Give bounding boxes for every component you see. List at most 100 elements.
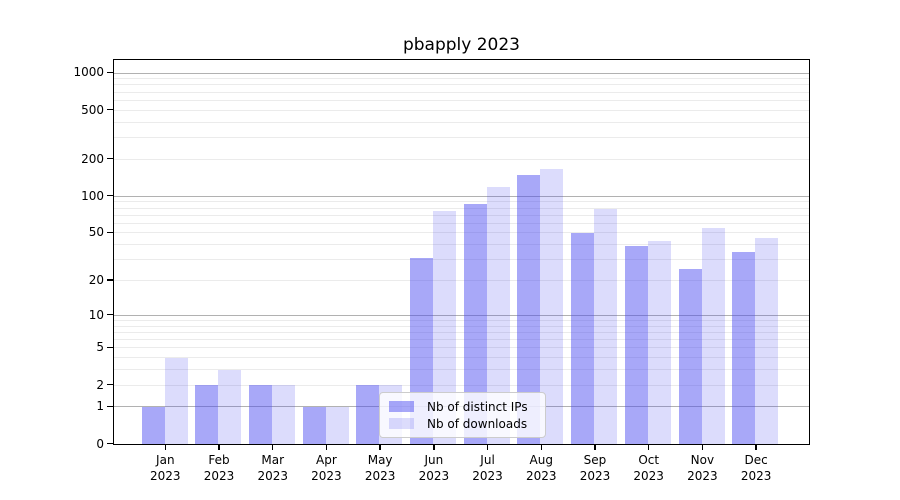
minor-gridline	[114, 214, 809, 216]
y-tick-mark	[107, 313, 113, 316]
legend-label-distinct-ips: Nb of distinct IPs	[427, 399, 528, 414]
minor-gridline	[114, 347, 809, 349]
y-tick-label: 20	[88, 273, 104, 287]
minor-gridline	[114, 259, 809, 261]
downloads-bar	[755, 238, 779, 444]
minor-gridline	[114, 325, 809, 327]
x-tick-label: May 2023	[364, 453, 396, 483]
legend-row: Nb of downloads	[389, 416, 536, 431]
legend-swatch-distinct-ips	[389, 401, 414, 412]
downloads-bar	[164, 357, 188, 444]
x-tick-mark	[325, 445, 328, 450]
x-tick-mark	[540, 445, 543, 450]
x-tick-mark	[271, 445, 274, 450]
minor-gridline	[114, 319, 809, 321]
downloads-bar	[701, 227, 725, 444]
x-tick-label: Jan 2023	[150, 453, 181, 483]
minor-gridline	[114, 384, 809, 386]
ip-bar	[302, 406, 326, 444]
x-tick-mark	[433, 445, 435, 450]
y-tick-mark	[107, 279, 113, 281]
x-tick-label: Feb 2023	[203, 453, 235, 483]
ip-bar	[732, 251, 756, 444]
minor-gridline	[114, 369, 809, 371]
x-tick-mark	[594, 445, 596, 450]
x-tick-mark	[701, 445, 704, 450]
minor-gridline	[114, 109, 809, 111]
downloads-bar	[594, 209, 618, 444]
y-tick-mark	[107, 71, 113, 74]
x-tick-mark	[379, 445, 381, 450]
y-tick-label: 1	[96, 399, 104, 414]
legend: Nb of distinct IPs Nb of downloads	[379, 392, 546, 438]
minor-gridline	[114, 222, 809, 224]
minor-gridline	[114, 99, 809, 101]
y-tick-mark	[107, 157, 113, 160]
minor-gridline	[114, 121, 809, 123]
major-gridline	[114, 72, 809, 74]
plot-area	[113, 59, 810, 445]
x-tick-label: Sep 2023	[579, 453, 611, 483]
x-tick-mark	[486, 445, 489, 450]
legend-label-downloads: Nb of downloads	[427, 416, 528, 431]
major-gridline	[114, 195, 809, 197]
downloads-bar	[433, 211, 457, 444]
x-tick-label: Dec 2023	[740, 453, 772, 483]
minor-gridline	[114, 207, 809, 209]
minor-gridline	[114, 201, 809, 203]
ip-bar	[678, 269, 702, 444]
ip-bar	[248, 385, 272, 444]
y-tick-mark	[107, 108, 113, 111]
downloads-bar	[647, 240, 671, 444]
legend-row: Nb of distinct IPs	[389, 399, 536, 414]
ip-bar	[463, 203, 487, 444]
x-tick-label: Aug 2023	[525, 453, 557, 483]
ip-bar	[195, 385, 219, 444]
y-tick-mark	[107, 231, 113, 234]
y-tick-label: 0	[96, 436, 104, 451]
minor-gridline	[114, 78, 809, 80]
y-tick-label: 10	[88, 307, 104, 322]
y-tick-label: 500	[81, 102, 104, 117]
legend-swatch-downloads	[389, 418, 414, 429]
minor-gridline	[114, 84, 809, 86]
x-tick-label: Jun 2023	[418, 453, 450, 483]
ip-bar	[517, 175, 541, 444]
ip-bar	[141, 406, 165, 444]
x-tick-label: Apr 2023	[311, 453, 342, 483]
downloads-bar	[540, 168, 564, 444]
minor-gridline	[114, 280, 809, 282]
ip-bar	[356, 385, 380, 444]
minor-gridline	[114, 331, 809, 333]
y-tick-mark	[107, 442, 113, 445]
y-tick-label: 2	[96, 377, 104, 392]
x-tick-label: Nov 2023	[687, 453, 718, 483]
y-tick-label: 50	[88, 225, 104, 240]
downloads-bar	[325, 406, 349, 444]
y-tick-label: 1000	[73, 65, 104, 80]
ip-bar	[624, 245, 648, 444]
minor-gridline	[114, 357, 809, 359]
minor-gridline	[114, 158, 809, 160]
x-tick-mark	[647, 445, 650, 450]
y-tick-mark	[107, 346, 113, 349]
downloads-bar	[486, 186, 510, 444]
x-tick-label: Jul 2023	[472, 453, 503, 483]
minor-gridline	[114, 244, 809, 246]
x-tick-label: Oct 2023	[633, 453, 664, 483]
y-tick-mark	[107, 383, 113, 386]
downloads-bar	[218, 369, 242, 444]
x-tick-label: Mar 2023	[257, 453, 288, 483]
x-tick-mark	[164, 445, 167, 450]
ip-bar	[571, 232, 595, 444]
y-tick-label: 5	[96, 340, 104, 355]
minor-gridline	[114, 91, 809, 93]
y-tick-label: 200	[81, 151, 104, 166]
y-tick-mark	[107, 194, 113, 197]
minor-gridline	[114, 232, 809, 234]
major-gridline	[114, 314, 809, 316]
y-tick-label: 100	[81, 188, 104, 203]
downloads-bar	[271, 385, 295, 444]
x-tick-mark	[755, 445, 757, 450]
